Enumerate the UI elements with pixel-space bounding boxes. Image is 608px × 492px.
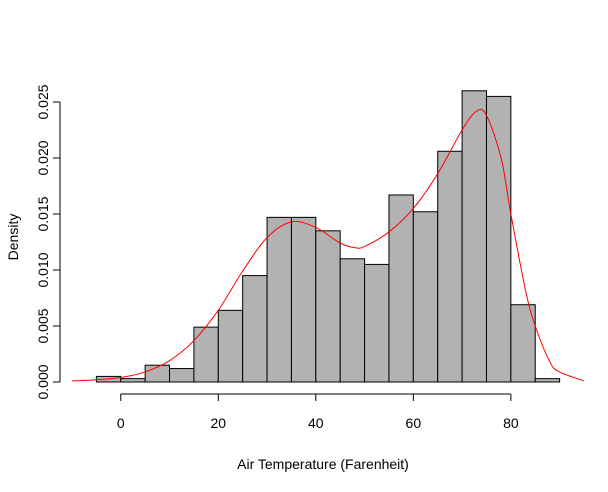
histogram-bar — [388, 194, 414, 383]
x-tick-label: 60 — [406, 415, 422, 431]
y-tick-label: 0.005 — [35, 308, 51, 343]
histogram-bar — [364, 263, 390, 383]
x-tick-label: 80 — [503, 415, 519, 431]
histogram-bar — [437, 150, 463, 383]
x-tick-label: 0 — [117, 415, 125, 431]
histogram-bar — [412, 211, 439, 383]
histogram-bar — [169, 368, 195, 383]
histogram-bar — [242, 275, 268, 383]
histogram-bars — [95, 90, 561, 383]
y-axis-title: Density — [5, 214, 21, 261]
y-tick-label: 0.000 — [35, 364, 51, 399]
y-axis: 0.000 0.005 0.010 0.015 0.020 0.025 — [35, 84, 61, 400]
histogram-bar — [534, 378, 561, 383]
histogram-bar — [510, 304, 536, 383]
histogram-bar — [266, 216, 292, 383]
histogram-bar — [290, 216, 317, 383]
histogram-bar — [485, 95, 512, 383]
x-axis-title: Air Temperature (Farenheit) — [237, 456, 409, 472]
histogram-bar — [120, 378, 146, 383]
histogram-bar — [315, 230, 341, 383]
x-tick-label: 40 — [308, 415, 324, 431]
histogram-bar — [461, 90, 487, 383]
y-tick-label: 0.010 — [35, 252, 51, 287]
x-tick-label: 20 — [210, 415, 226, 431]
histogram-bar — [339, 258, 366, 383]
y-tick-label: 0.020 — [35, 140, 51, 175]
x-axis: 0 20 40 60 80 — [117, 393, 519, 431]
histogram-bar — [144, 364, 171, 383]
y-tick-label: 0.015 — [35, 196, 51, 231]
histogram-bar — [217, 309, 244, 383]
density-curve — [71, 108, 585, 382]
y-tick-label: 0.025 — [35, 84, 51, 119]
histogram-bar — [193, 326, 219, 383]
